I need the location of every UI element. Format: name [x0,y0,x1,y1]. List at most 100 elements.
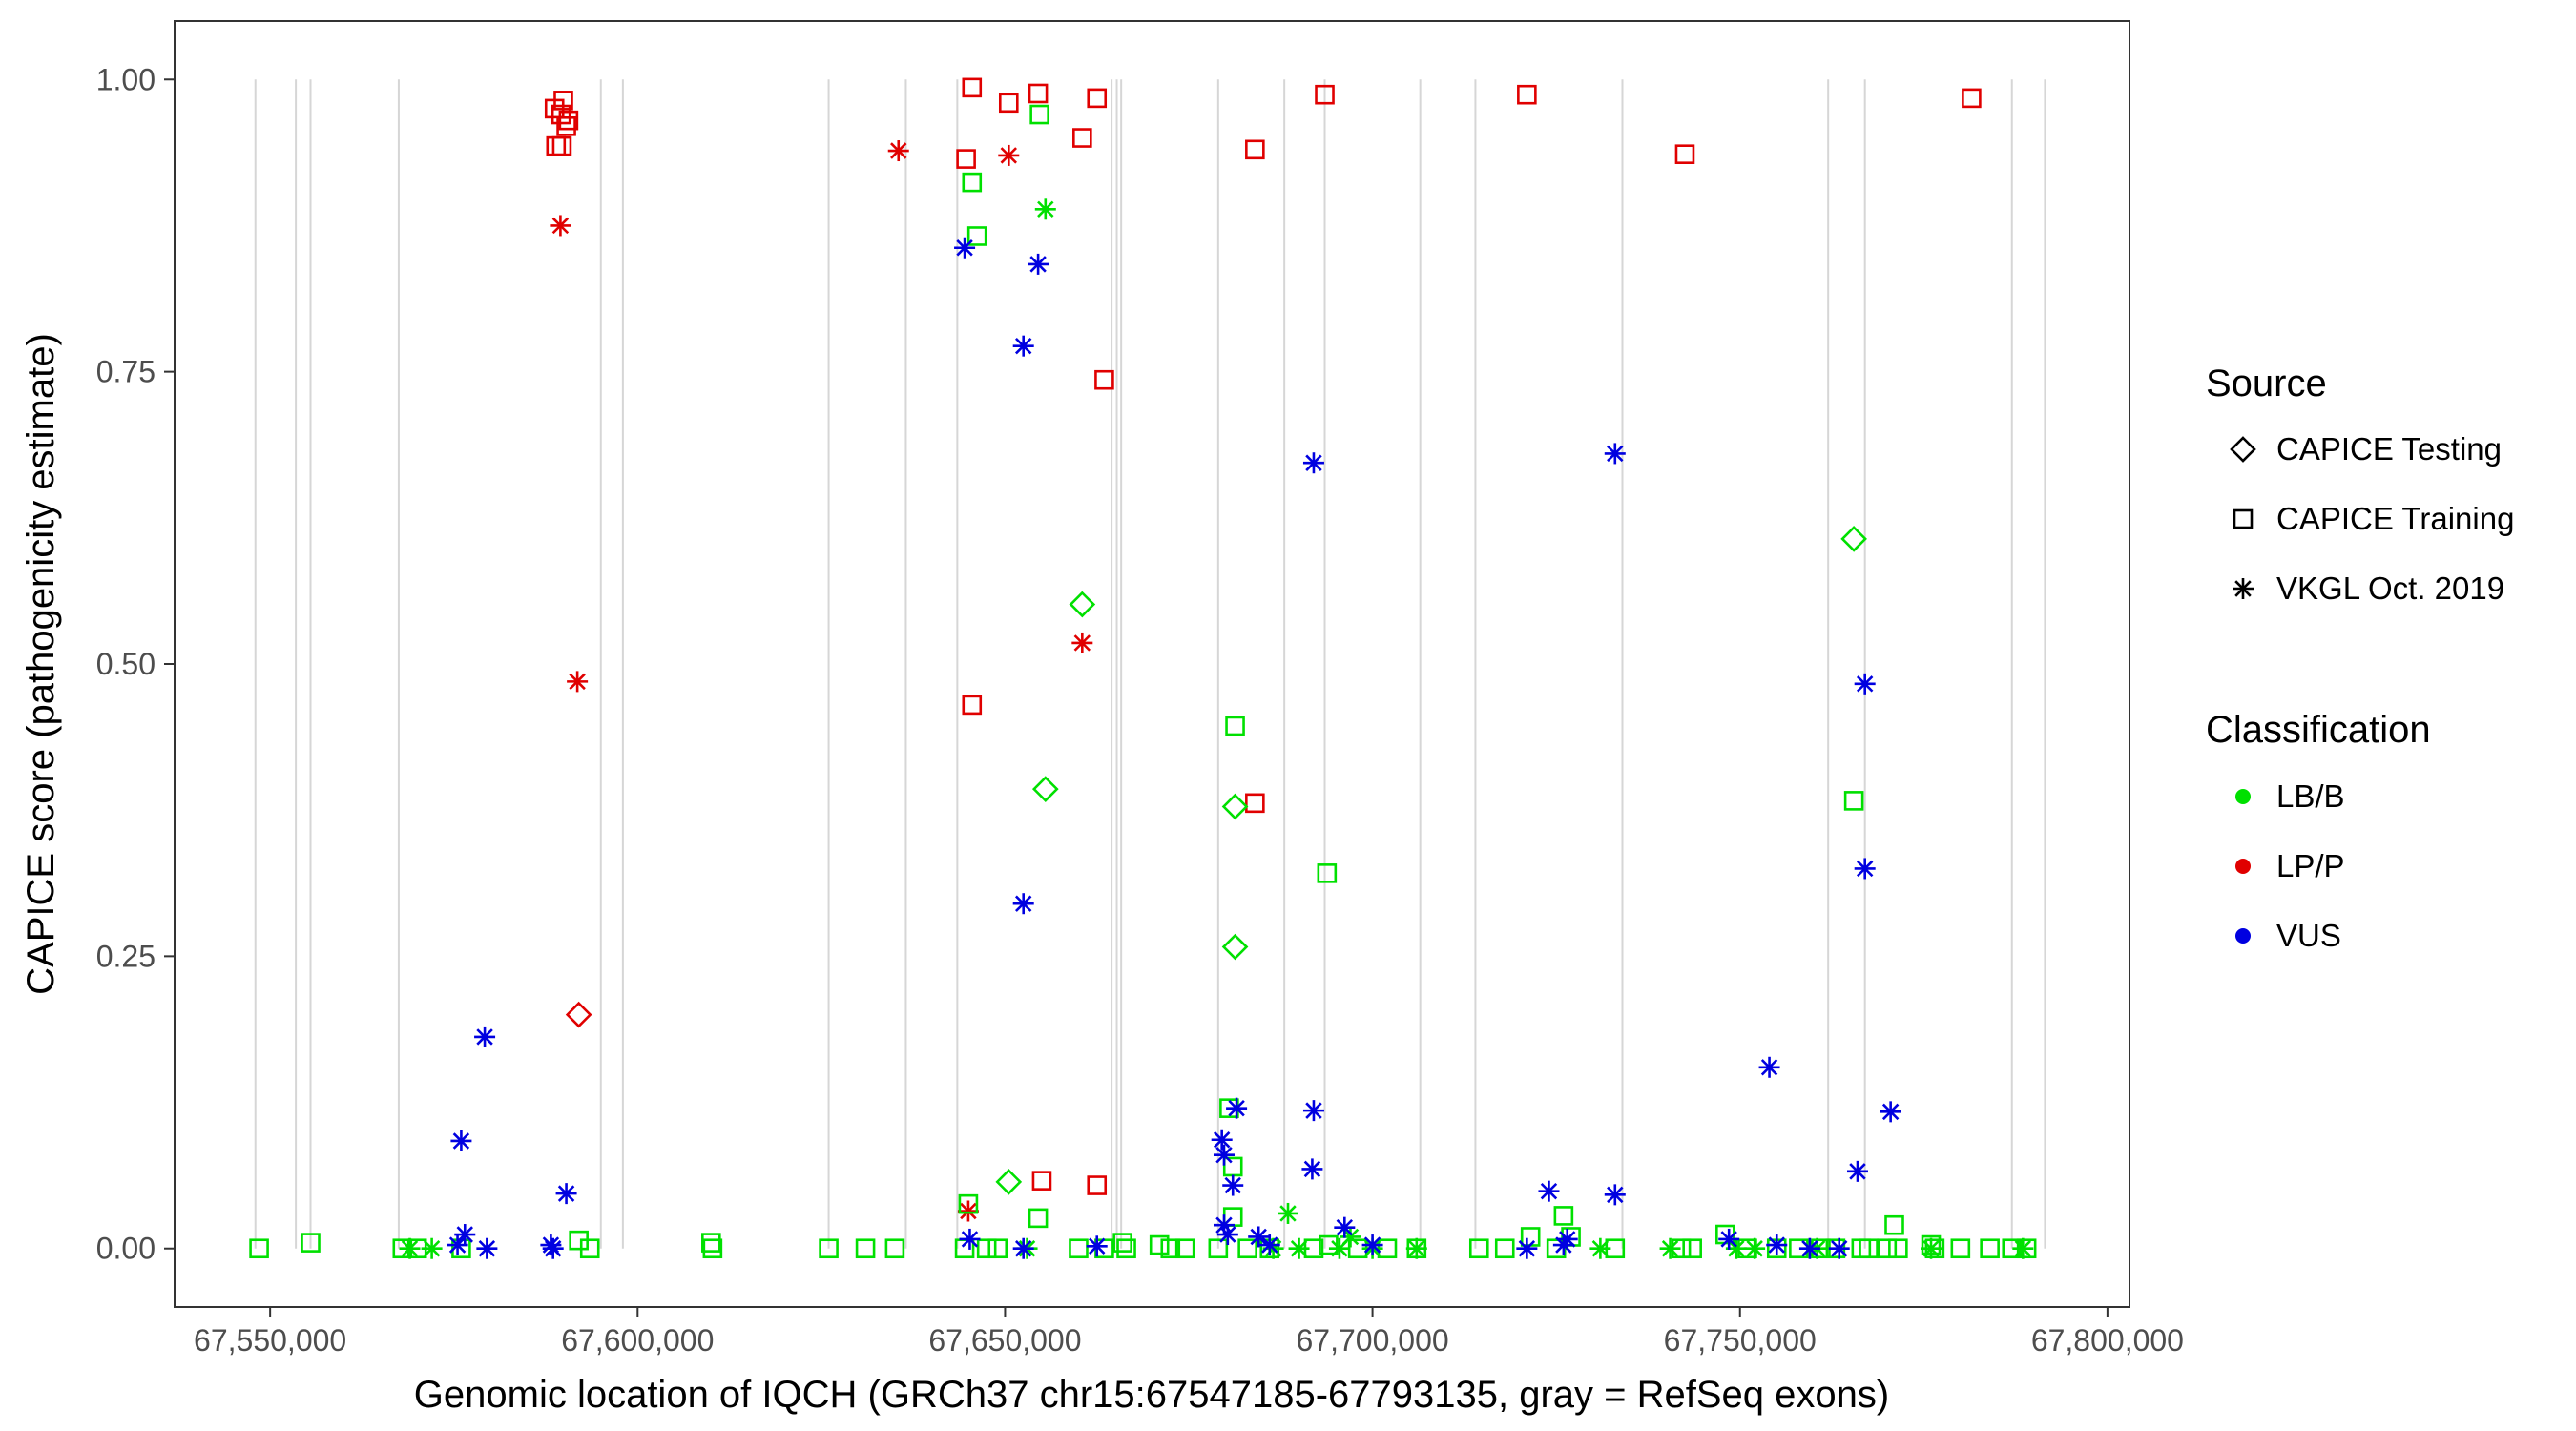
legend-source-title: Source [2206,363,2327,404]
data-point [1854,673,1876,695]
data-point [954,237,976,259]
data-point [887,140,909,162]
data-point [976,1238,997,1259]
data-point [555,1183,577,1205]
data-point [1245,139,1265,160]
data-point [1029,104,1049,125]
data-point [421,1237,443,1259]
data-points [249,77,2037,1259]
data-point [987,1238,1008,1259]
data-point [1012,335,1034,357]
data-point [1225,716,1245,736]
data-point [1517,84,1537,105]
data-point [1213,1144,1235,1166]
data-point [1604,443,1626,465]
y-tick-label: 1.00 [96,62,156,96]
legend-source-item: VKGL Oct. 2019 [2233,570,2504,606]
legend-classification-title: Classification [2206,709,2431,751]
data-point [962,172,983,193]
data-point [1086,1235,1108,1257]
data-point [1682,1238,1702,1259]
data-point [1031,776,1059,802]
data-point [701,1233,721,1253]
data-point [1160,1238,1181,1259]
data-point [1087,88,1108,109]
data-point [1840,526,1867,552]
data-point [1028,1208,1049,1229]
legend-key-diamond [2230,436,2256,463]
data-point [1112,1233,1132,1253]
data-point [1221,933,1249,961]
data-point [1674,144,1695,165]
x-axis-title: Genomic location of IQCH (GRCh37 chr15:6… [414,1374,1889,1416]
y-tick-label: 0.25 [96,939,156,973]
data-point [1854,858,1876,880]
data-point [553,91,573,111]
data-point [1315,84,1335,105]
data-point [551,135,572,156]
data-point [1659,1237,1681,1259]
data-point [966,226,987,246]
data-point [1288,1237,1310,1259]
data-point [1248,1226,1270,1248]
y-tick-label: 0.00 [96,1232,156,1266]
legend-source-label: CAPICE Testing [2276,431,2502,467]
data-point [1094,369,1114,390]
x-tick-label: 67,700,000 [1297,1323,1449,1358]
data-point [249,1238,269,1259]
data-point [959,1228,981,1250]
y-axis-title: CAPICE score (pathogenicity estimate) [20,333,62,995]
data-point [558,110,579,131]
legend-class-label: LP/P [2276,848,2345,883]
data-point [1012,1237,1034,1259]
data-point [1317,863,1338,883]
data-point [579,1238,600,1259]
data-point [1072,128,1092,148]
data-point [454,1224,476,1246]
data-point [1174,1238,1195,1259]
data-point [1553,1206,1574,1226]
data-point [1766,1234,1788,1256]
data-point [1589,1237,1611,1259]
data-point [884,1238,905,1259]
data-point [567,671,589,693]
data-point [1211,1129,1233,1151]
data-point [1116,1238,1136,1259]
y-tick-label: 0.75 [96,355,156,389]
data-point [556,115,576,136]
data-point [1798,1237,1820,1259]
data-point [958,1193,979,1214]
legend-source-label: CAPICE Training [2276,501,2514,536]
data-point [1361,1234,1383,1256]
data-point [1226,1097,1248,1119]
data-point [1468,1238,1489,1259]
legend-class-label: LB/B [2276,778,2345,814]
data-point [399,1237,421,1259]
data-point [998,144,1020,166]
data-point [1302,1100,1324,1122]
data-point [1718,1228,1740,1250]
data-point [550,215,571,237]
data-point [1087,1175,1108,1195]
data-point [1245,793,1265,814]
x-tick-label: 67,650,000 [928,1323,1081,1358]
legend-class-item: LP/P [2235,848,2345,883]
data-point [1012,893,1034,915]
data-point [542,1237,564,1259]
data-point [1744,1237,1766,1259]
data-point [1556,1228,1578,1250]
data-point [1069,591,1096,618]
x-tick-label: 67,600,000 [561,1323,714,1358]
data-point [2012,1237,2034,1259]
data-point [1216,1224,1238,1246]
data-point [957,1200,979,1222]
data-point [1278,1202,1299,1224]
data-point [565,1001,592,1028]
data-point [1028,83,1049,104]
data-point [1258,1234,1280,1256]
legend-class-item: LB/B [2235,778,2345,814]
data-point [1031,1171,1052,1191]
legend-source-label: VKGL Oct. 2019 [2276,570,2504,606]
legend-key-dot [2235,859,2251,874]
data-point [1208,1238,1229,1259]
